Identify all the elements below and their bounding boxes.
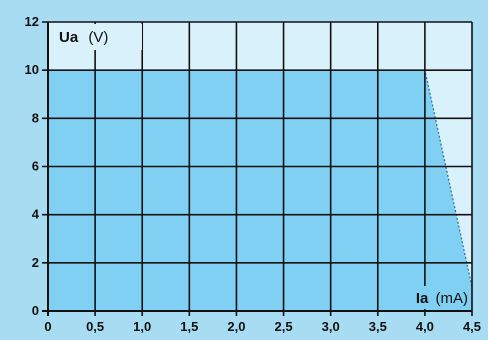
y-axis-label: Ua (V) (50, 24, 142, 50)
x-tick-label: 4,0 (416, 319, 434, 334)
x-tick-label: 0 (44, 319, 51, 334)
y-axis-unit: (V) (88, 29, 108, 46)
y-tick-label: 0 (32, 303, 39, 318)
x-tick-label: 2,0 (227, 319, 245, 334)
x-axis-label-text: Ia (mA) (416, 290, 468, 307)
x-tick-label: 2,5 (275, 319, 293, 334)
x-tick-label: 3,0 (322, 319, 340, 334)
x-tick-label: 1,5 (180, 319, 198, 334)
x-axis-ticks: 0 0,5 1,0 1,5 2,0 2,5 3,0 3,5 4,0 4,5 (44, 319, 481, 334)
y-tick-label: 6 (32, 159, 39, 174)
grid (42, 21, 473, 316)
y-tick-label: 10 (25, 62, 39, 77)
x-tick-label: 0,5 (86, 319, 104, 334)
y-tick-label: 12 (25, 14, 39, 29)
y-axis-label-text: Ua (V) (59, 29, 108, 46)
x-tick-label: 3,5 (369, 319, 387, 334)
x-axis-label-background (400, 286, 470, 309)
x-axis-symbol: Ia (416, 290, 429, 307)
y-axis-label-background (50, 24, 142, 50)
x-tick-label: 1,0 (133, 319, 151, 334)
y-tick-label: 4 (32, 207, 40, 222)
y-tick-label: 8 (32, 110, 39, 125)
y-axis-ticks: 0 2 4 6 8 10 12 (25, 14, 40, 318)
x-axis-label: Ia (mA) (400, 286, 470, 309)
x-tick-label: 4,5 (463, 319, 481, 334)
operating-area (48, 70, 472, 312)
y-tick-label: 2 (32, 255, 39, 270)
x-axis-unit: (mA) (436, 290, 469, 307)
y-axis-symbol: Ua (59, 29, 79, 46)
